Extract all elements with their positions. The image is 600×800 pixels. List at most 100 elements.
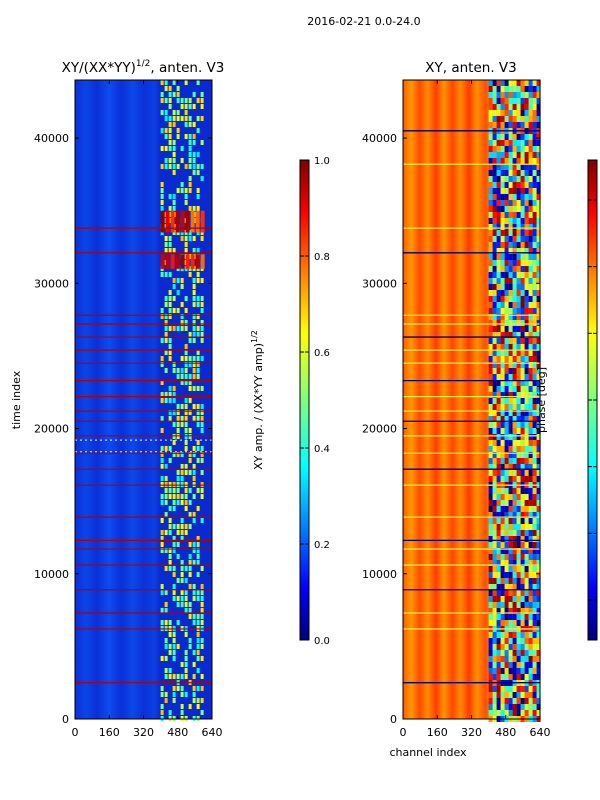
bright-cell: [172, 110, 176, 115]
noisy-cell: [532, 296, 537, 302]
noisy-cell: [504, 500, 509, 506]
noisy-cell: [496, 242, 501, 248]
bright-cell: [200, 338, 204, 343]
noisy-cell: [536, 440, 541, 446]
noisy-cell: [520, 398, 525, 404]
noisy-cell: [500, 272, 505, 278]
noisy-cell: [500, 632, 505, 638]
noisy-cell: [492, 542, 497, 548]
bright-cell: [160, 608, 164, 613]
noisy-cell: [508, 446, 513, 452]
bright-cell: [180, 116, 184, 121]
noisy-cell: [516, 422, 521, 428]
noisy-cell: [492, 236, 497, 242]
noisy-cell: [532, 194, 537, 200]
noisy-cell: [508, 368, 513, 374]
noisy-cell: [488, 194, 493, 200]
noisy-cell: [500, 392, 505, 398]
noisy-cell: [500, 362, 505, 368]
bright-cell: [176, 290, 180, 295]
bright-cell: [160, 620, 164, 625]
noisy-cell: [516, 530, 521, 536]
noisy-cell: [500, 314, 505, 320]
bright-cell: [168, 650, 172, 655]
noisy-cell: [516, 398, 521, 404]
bright-cell: [196, 170, 200, 175]
bright-cell: [200, 164, 204, 169]
noisy-cell: [536, 380, 541, 386]
noisy-cell: [524, 344, 529, 350]
noisy-cell: [496, 638, 501, 644]
bright-cell: [184, 500, 188, 505]
noisy-cell: [528, 638, 533, 644]
bright-cell: [176, 92, 180, 97]
bright-cell: [184, 362, 188, 367]
noisy-cell: [532, 614, 537, 620]
bright-cell: [160, 308, 164, 313]
noisy-cell: [512, 320, 517, 326]
noisy-cell: [516, 266, 521, 272]
noisy-cell: [512, 512, 517, 518]
noisy-cell: [496, 356, 501, 362]
noisy-cell: [492, 80, 497, 86]
noisy-cell: [512, 506, 517, 512]
bright-cell: [192, 278, 196, 283]
noisy-cell: [528, 554, 533, 560]
bright-cell: [188, 158, 192, 163]
noisy-cell: [520, 434, 525, 440]
bright-cell: [188, 146, 192, 151]
noisy-cell: [532, 86, 537, 92]
noisy-cell: [536, 620, 541, 626]
noisy-cell: [488, 374, 493, 380]
noisy-cell: [524, 656, 529, 662]
noisy-cell: [496, 458, 501, 464]
noisy-cell: [512, 638, 517, 644]
phase-colorbar-label: phase [deg]: [535, 367, 548, 433]
noisy-cell: [524, 404, 529, 410]
noisy-cell: [504, 428, 509, 434]
bright-cell: [192, 122, 196, 127]
bright-cell: [176, 674, 180, 679]
bright-cell: [172, 632, 176, 637]
noisy-cell: [512, 428, 517, 434]
noisy-cell: [500, 338, 505, 344]
noisy-cell: [524, 122, 529, 128]
bright-cell: [168, 674, 172, 679]
noisy-cell: [508, 158, 513, 164]
noisy-cell: [496, 494, 501, 500]
noisy-cell: [488, 326, 493, 332]
noisy-cell: [536, 176, 541, 182]
bright-cell: [196, 230, 200, 235]
noisy-cell: [508, 122, 513, 128]
noisy-cell: [504, 674, 509, 680]
noisy-cell: [508, 146, 513, 152]
noisy-cell: [508, 98, 513, 104]
bright-cell: [176, 164, 180, 169]
noisy-cell: [536, 332, 541, 338]
bright-cell: [164, 146, 168, 151]
noisy-cell: [492, 320, 497, 326]
bright-cell: [180, 404, 184, 409]
noisy-cell: [488, 182, 493, 188]
noisy-cell: [536, 530, 541, 536]
noisy-cell: [520, 272, 525, 278]
bright-cell: [188, 116, 192, 121]
bright-cell: [192, 92, 196, 97]
bright-cell: [196, 80, 200, 85]
noisy-cell: [492, 500, 497, 506]
bright-cell: [200, 98, 204, 103]
noisy-cell: [524, 584, 529, 590]
amplitude-colorbar-ticks: 0.00.20.40.60.81.0: [300, 156, 330, 647]
noisy-cell: [520, 638, 525, 644]
bright-cell: [192, 512, 196, 517]
noisy-cell: [500, 236, 505, 242]
noisy-cell: [492, 302, 497, 308]
noisy-cell: [504, 668, 509, 674]
noisy-cell: [524, 416, 529, 422]
noisy-cell: [512, 302, 517, 308]
bright-cell: [176, 86, 180, 91]
noisy-cell: [508, 584, 513, 590]
noisy-cell: [500, 230, 505, 236]
noisy-cell: [528, 344, 533, 350]
noisy-cell: [488, 98, 493, 104]
